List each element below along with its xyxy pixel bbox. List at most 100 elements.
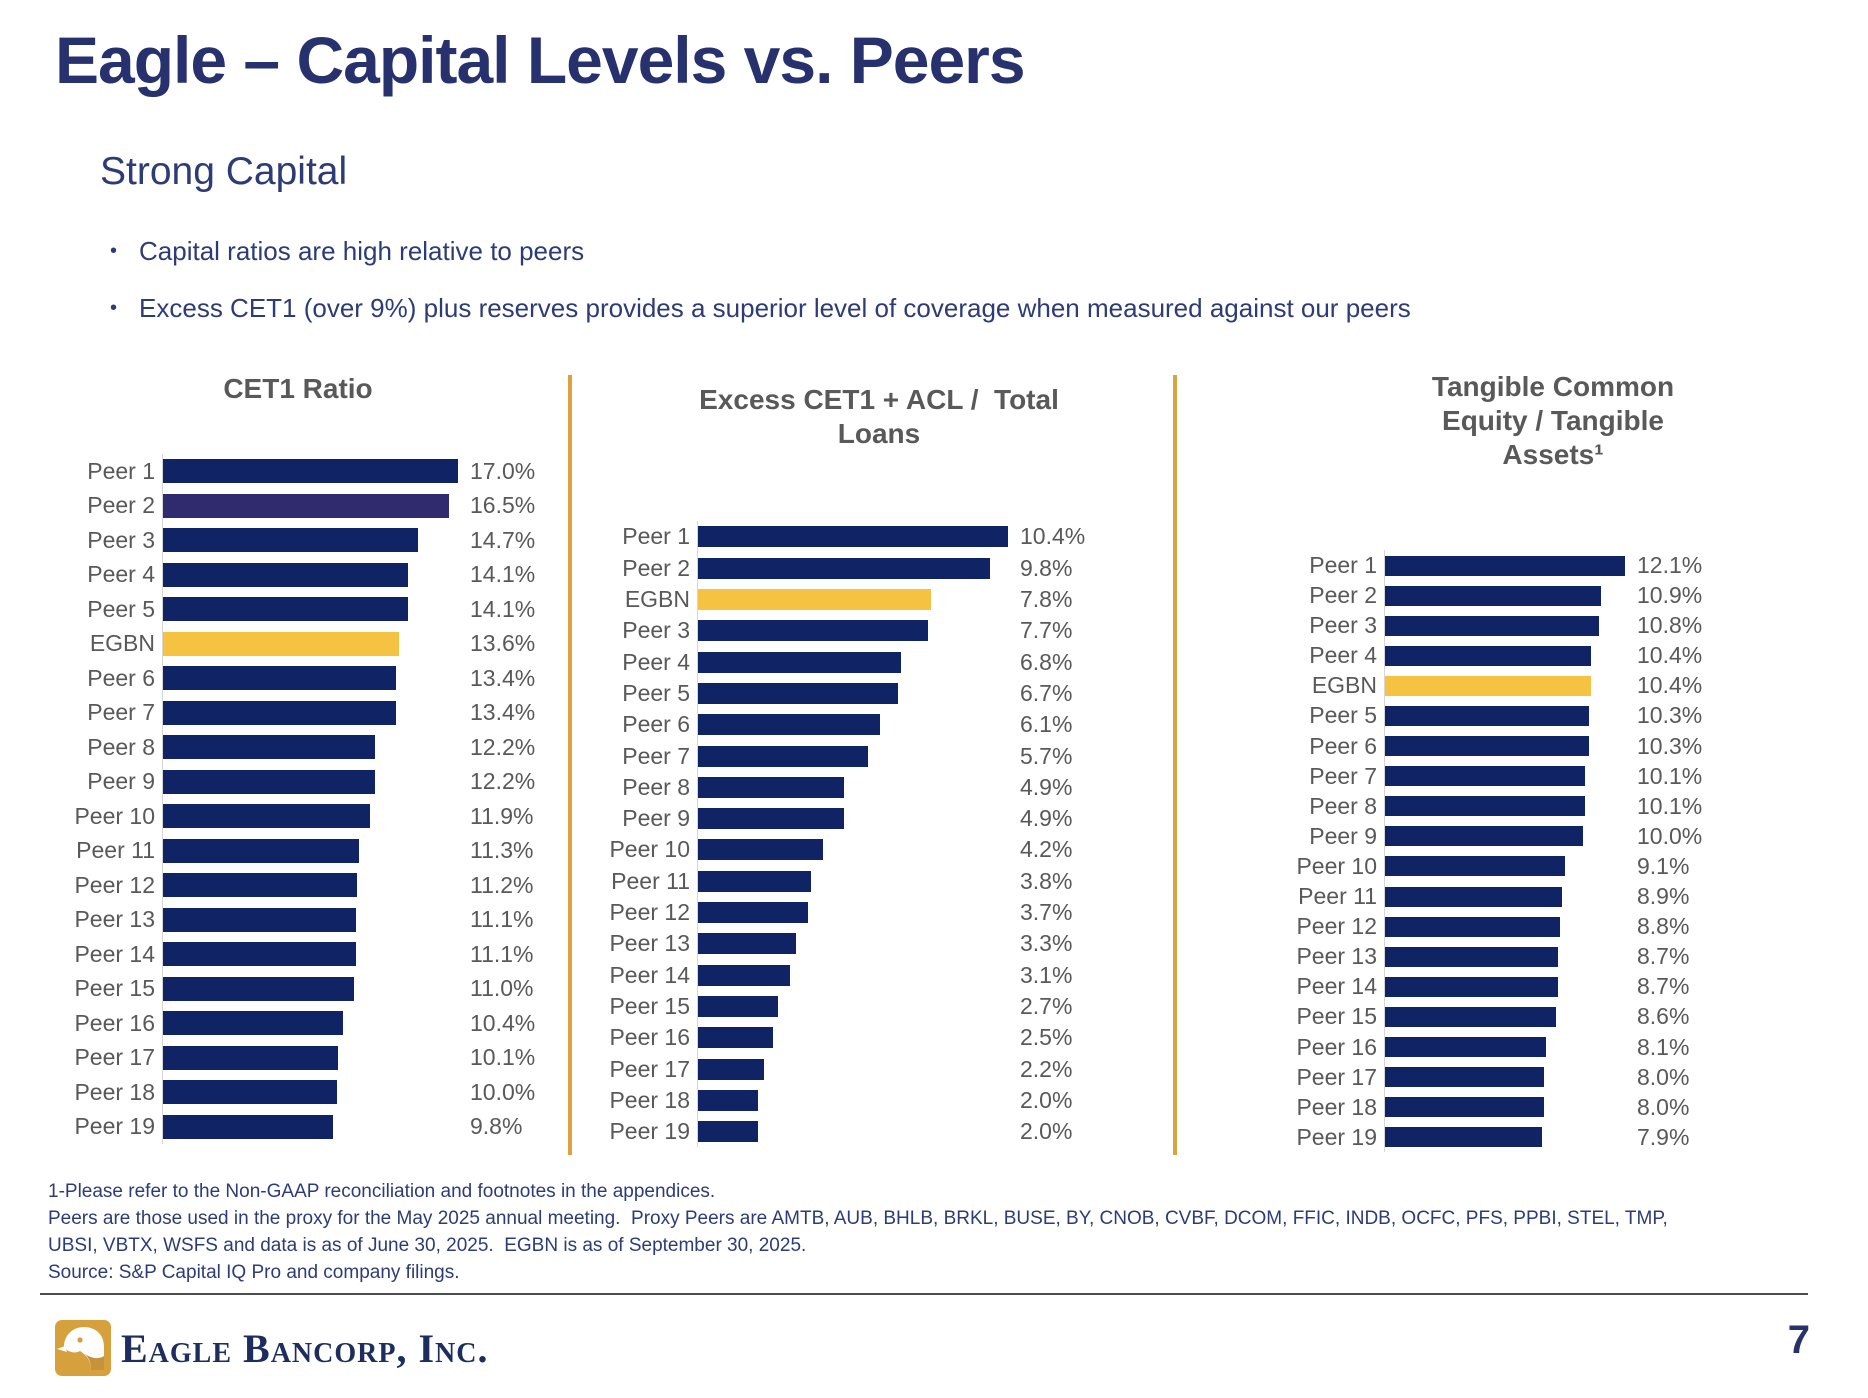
value-label: 3.1% xyxy=(1020,961,1073,988)
value-label: 7.7% xyxy=(1020,617,1073,644)
chart-row-peer-3: Peer 3 10.8% xyxy=(1272,610,1704,641)
chart-row-peer-11: Peer 11 8.9% xyxy=(1272,881,1704,912)
bar-track xyxy=(1384,1062,1625,1093)
value-label: 2.5% xyxy=(1020,1024,1073,1051)
value-label: 11.9% xyxy=(470,802,534,829)
chart-row-peer-11: Peer 11 11.3% xyxy=(50,833,546,869)
bar-track xyxy=(697,959,1008,991)
bar-peer-11 xyxy=(163,838,360,863)
chart-row-peer-19: Peer 19 7.9% xyxy=(1272,1122,1704,1153)
category-label: Peer 10 xyxy=(609,836,690,863)
chart-row-peer-18: Peer 18 8.0% xyxy=(1272,1092,1704,1123)
bar-peer-18 xyxy=(698,1089,758,1111)
value-label: 10.3% xyxy=(1637,702,1703,729)
bar-track xyxy=(162,971,458,1007)
bar-track xyxy=(162,868,458,903)
chart-row-peer-17: Peer 17 10.1% xyxy=(50,1040,546,1076)
chart-row-peer-12: Peer 12 3.7% xyxy=(585,896,1087,929)
bar-track xyxy=(1384,731,1625,762)
chart-title-line: Assets¹ xyxy=(1502,439,1604,471)
category-label: Peer 6 xyxy=(87,664,155,691)
bar-peer-4 xyxy=(1385,645,1592,666)
category-label: Peer 7 xyxy=(622,742,690,769)
value-label: 11.2% xyxy=(470,871,534,898)
category-label: Peer 8 xyxy=(622,773,690,800)
bar-peer-12 xyxy=(1385,916,1560,937)
bullet-item: • Capital ratios are high relative to pe… xyxy=(110,235,1411,267)
bar-peer-2 xyxy=(1385,585,1602,606)
chart-rows: Peer 1 17.0% Peer 2 16.5% Peer 3 14.7% Peer 4 1… xyxy=(50,454,546,1145)
chart-row-peer-9: Peer 9 4.9% xyxy=(585,802,1087,835)
bar-track xyxy=(1384,550,1625,581)
value-label: 8.0% xyxy=(1637,1063,1690,1090)
value-label: 12.2% xyxy=(470,768,536,795)
category-label: Peer 18 xyxy=(1296,1093,1377,1120)
chart-title: CET1 Ratio xyxy=(50,372,546,406)
footnote-line: Peers are those used in the proxy for th… xyxy=(48,1208,1668,1229)
chart-rows: Peer 1 10.4% Peer 2 9.8% EGBN 7.8% Peer 3 7.7% P… xyxy=(585,521,1087,1148)
bar-track xyxy=(1384,851,1625,882)
bar-peer-10 xyxy=(698,839,824,861)
value-label: 10.4% xyxy=(1637,672,1703,699)
chart-row-peer-16: Peer 16 10.4% xyxy=(50,1006,546,1041)
chart-row-peer-8: Peer 8 4.9% xyxy=(585,771,1087,803)
category-label: Peer 17 xyxy=(74,1044,155,1071)
value-label: 10.1% xyxy=(470,1044,536,1071)
value-label: 10.4% xyxy=(1020,523,1086,550)
value-label: 8.9% xyxy=(1637,883,1690,910)
bar-track xyxy=(162,454,458,489)
page-title: Eagle – Capital Levels vs. Peers xyxy=(55,23,1026,97)
value-label: 8.7% xyxy=(1637,973,1690,1000)
category-label: Peer 16 xyxy=(74,1009,155,1036)
value-label: 9.8% xyxy=(1020,554,1073,581)
value-label: 11.3% xyxy=(470,837,534,864)
bar-peer-10 xyxy=(163,804,370,829)
bar-peer-18 xyxy=(1385,1097,1544,1118)
chart-row-egbn: EGBN 10.4% xyxy=(1272,670,1704,701)
bar-track xyxy=(1384,1092,1625,1123)
bar-peer-9 xyxy=(698,808,845,830)
section-subtitle: Strong Capital xyxy=(100,150,348,193)
bar-peer-13 xyxy=(163,907,356,932)
chart-row-peer-1: Peer 1 10.4% xyxy=(585,521,1087,553)
bar-peer-6 xyxy=(698,714,880,736)
value-label: 7.9% xyxy=(1637,1123,1690,1150)
bar-track xyxy=(1384,821,1625,852)
chart-row-peer-18: Peer 18 10.0% xyxy=(50,1075,546,1110)
bar-peer-17 xyxy=(1385,1067,1544,1088)
chart-row-peer-7: Peer 7 10.1% xyxy=(1272,761,1704,792)
value-label: 4.9% xyxy=(1020,773,1073,800)
chart-row-peer-19: Peer 19 2.0% xyxy=(585,1115,1087,1148)
value-label: 2.2% xyxy=(1020,1055,1073,1082)
category-label: Peer 1 xyxy=(622,523,690,550)
bar-peer-3 xyxy=(698,620,928,642)
chart-row-peer-13: Peer 13 11.1% xyxy=(50,902,546,938)
value-label: 10.1% xyxy=(1637,792,1703,819)
bar-track xyxy=(162,695,458,731)
category-label: Peer 9 xyxy=(622,805,690,832)
bullet-item: • Excess CET1 (over 9%) plus reserves pr… xyxy=(110,292,1411,324)
value-label: 11.0% xyxy=(470,975,534,1002)
category-label: Peer 15 xyxy=(609,992,690,1019)
value-label: 8.0% xyxy=(1637,1093,1690,1120)
value-label: 8.7% xyxy=(1637,943,1690,970)
category-label: Peer 15 xyxy=(1296,1003,1377,1030)
bar-peer-15 xyxy=(698,995,779,1017)
category-label: Peer 8 xyxy=(87,733,155,760)
chart-row-peer-4: Peer 4 10.4% xyxy=(1272,640,1704,671)
bar-track xyxy=(162,902,458,938)
bar-track xyxy=(162,523,458,558)
category-label: Peer 8 xyxy=(1309,792,1377,819)
bar-peer-7 xyxy=(163,700,396,725)
bar-track xyxy=(1384,1031,1625,1063)
bar-track xyxy=(162,730,458,765)
bar-peer-4 xyxy=(163,562,408,587)
bar-peer-6 xyxy=(1385,736,1590,757)
value-label: 12.2% xyxy=(470,733,536,760)
value-label: 8.8% xyxy=(1637,913,1690,940)
bar-peer-10 xyxy=(1385,856,1566,877)
chart-row-peer-10: Peer 10 4.2% xyxy=(585,834,1087,866)
bar-track xyxy=(697,521,1008,553)
chart-row-peer-4: Peer 4 14.1% xyxy=(50,557,546,593)
chart-row-peer-15: Peer 15 2.7% xyxy=(585,990,1087,1023)
